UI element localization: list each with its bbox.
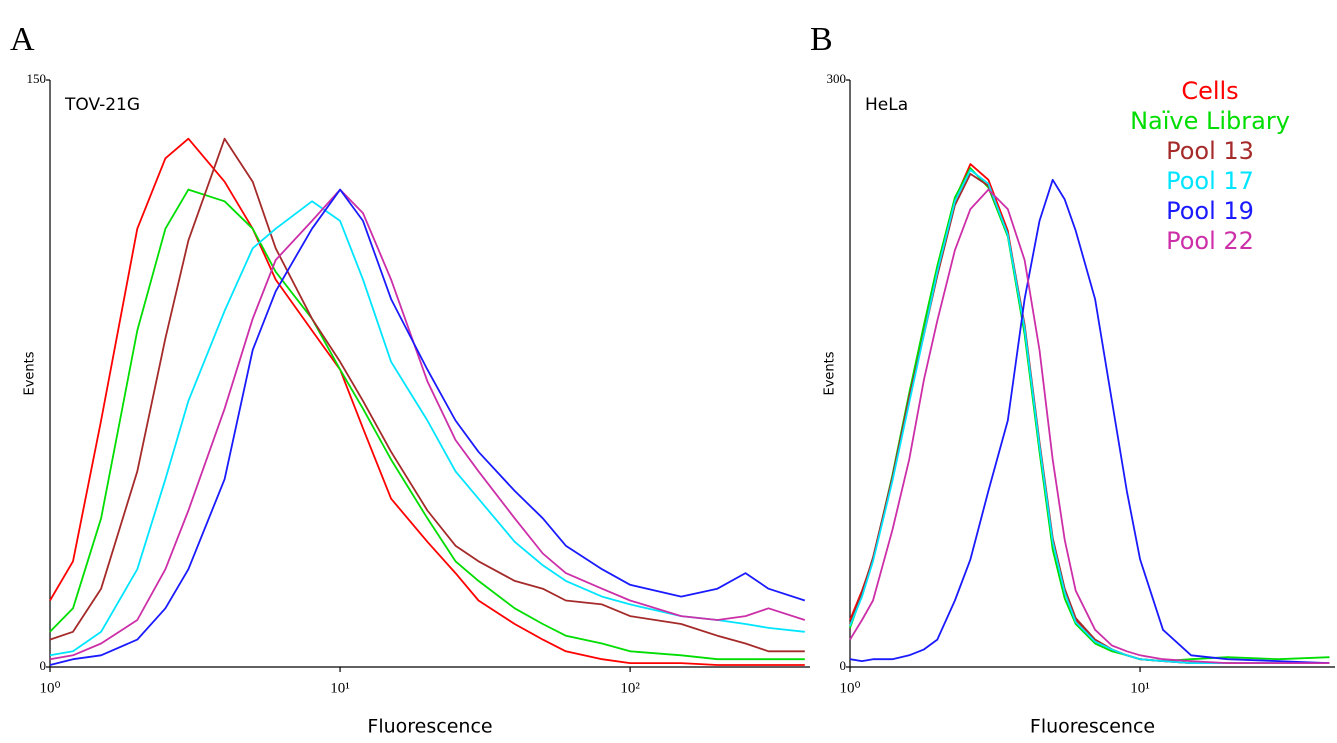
x-tick-label: 10⁰ bbox=[839, 680, 860, 696]
legend-entry: Pool 17 bbox=[1166, 167, 1254, 195]
series-line bbox=[849, 188, 1330, 664]
annotation: HeLa bbox=[865, 95, 908, 115]
y-axis-label: Events bbox=[823, 351, 838, 395]
legend-entry: Cells bbox=[1181, 77, 1238, 105]
series-line bbox=[49, 188, 805, 661]
series-line bbox=[49, 137, 805, 666]
x-tick-label: 10⁰ bbox=[39, 680, 60, 696]
legend-entry: Naïve Library bbox=[1130, 107, 1290, 135]
panel-label: B bbox=[810, 21, 833, 58]
series-line bbox=[49, 188, 806, 661]
legend-entry: Pool 22 bbox=[1166, 227, 1254, 255]
panel-label: A bbox=[10, 21, 35, 58]
series-line bbox=[849, 163, 1330, 664]
legend-entry: Pool 13 bbox=[1166, 137, 1254, 165]
y-tick-label: 0 bbox=[40, 658, 47, 673]
series-line bbox=[849, 173, 1330, 664]
series-line bbox=[849, 178, 1330, 664]
annotation: TOV-21G bbox=[64, 95, 140, 115]
y-tick-label: 0 bbox=[840, 658, 847, 673]
series-line bbox=[849, 169, 1330, 664]
x-axis-label: Fluorescence bbox=[1030, 716, 1155, 738]
y-tick-label: 300 bbox=[827, 71, 847, 86]
x-tick-label: 10² bbox=[620, 680, 640, 696]
series-line bbox=[49, 200, 805, 657]
series-line bbox=[849, 167, 1330, 662]
x-axis-label: Fluorescence bbox=[367, 716, 492, 738]
series-line bbox=[49, 137, 805, 653]
x-tick-label: 10¹ bbox=[330, 680, 350, 696]
legend-entry: Pool 19 bbox=[1166, 197, 1254, 225]
x-tick-label: 10¹ bbox=[1130, 680, 1150, 696]
y-axis-label: Events bbox=[23, 351, 38, 395]
y-tick-label: 150 bbox=[27, 71, 47, 86]
series-line bbox=[49, 188, 806, 666]
